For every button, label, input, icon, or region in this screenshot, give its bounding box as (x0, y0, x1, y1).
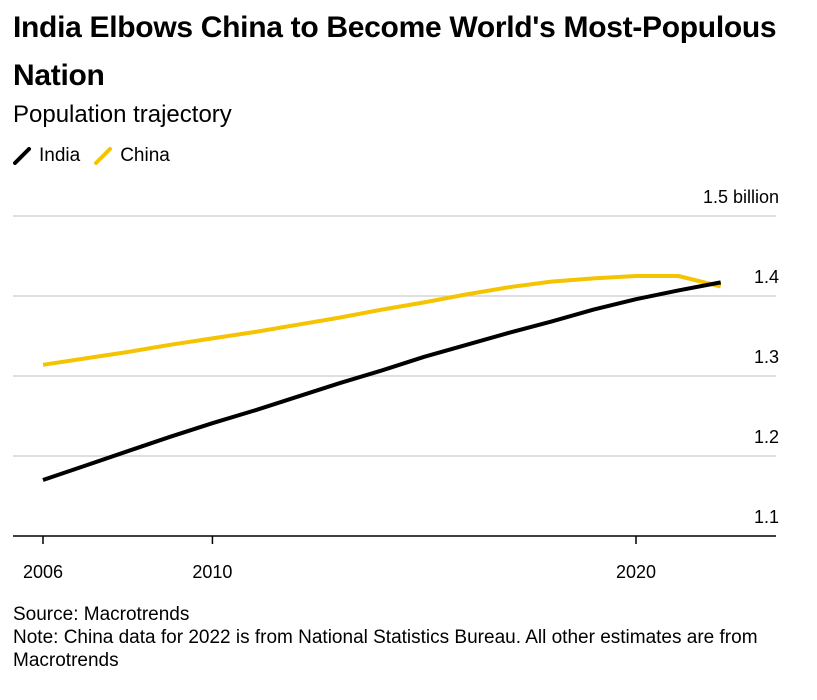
legend-label-china: China (120, 145, 170, 166)
legend-item-china: China (94, 144, 170, 168)
series-line-india (42, 280, 722, 482)
series-line-china (42, 274, 722, 367)
y-tick-label: 1.3 (754, 347, 779, 367)
legend-swatch-india-line (13, 147, 31, 165)
chart-subtitle: Population trajectory (13, 101, 232, 128)
y-tick-label: 1.4 (754, 267, 779, 287)
chart-footer: Source: Macrotrends Note: China data for… (13, 603, 793, 672)
legend-label-india: India (39, 145, 81, 166)
x-tick-label: 2020 (616, 562, 656, 582)
chart-plot: 1.1 1.2 1.3 1.4 1.5 billion 2006 2010 2020 (13, 187, 779, 582)
legend-swatch-china (94, 147, 113, 165)
legend-swatch-china-line (94, 147, 113, 165)
source-note: Source: Macrotrends (13, 604, 190, 625)
legend-item-india: India (13, 144, 80, 168)
y-tick-label: 1.2 (754, 427, 779, 447)
x-tick-label: 2010 (192, 562, 232, 582)
y-tick-label: 1.5 billion (703, 187, 779, 207)
x-tick-label: 2006 (23, 562, 63, 582)
legend: India China (13, 144, 184, 168)
y-tick-label: 1.1 (754, 507, 779, 527)
chart-title: India Elbows China to Become World's Mos… (13, 11, 777, 92)
legend-swatch-india (13, 147, 31, 165)
data-note: Note: China data for 2022 is from Nation… (13, 627, 758, 671)
